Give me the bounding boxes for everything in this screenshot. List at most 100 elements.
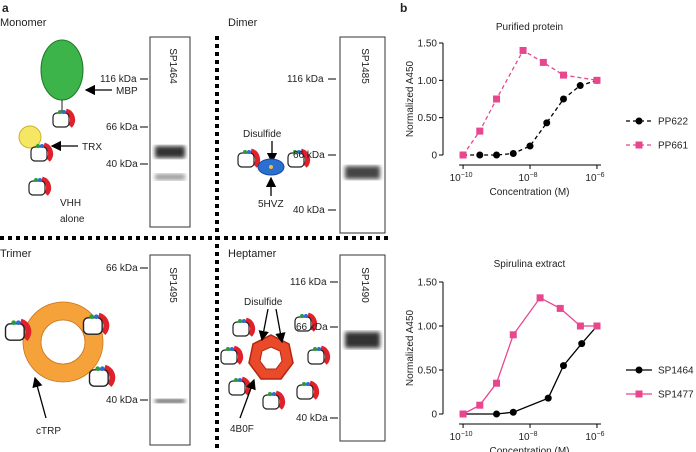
quadrant-title: Dimer xyxy=(228,17,258,29)
arrow xyxy=(239,378,256,419)
lane-label: SP1495 xyxy=(167,267,178,303)
marker xyxy=(539,58,547,66)
dimer-panel: Dimer Disulfide 5HVZ SP1485 116 kDa 66 k… xyxy=(228,17,386,234)
trimer-panel: Trimer cTRP SP1495 66 kDa 40 kDa xyxy=(0,248,191,446)
trx-shape xyxy=(18,125,42,149)
legend-label: PP661 xyxy=(658,141,688,152)
marker xyxy=(544,394,552,402)
vhh-icon xyxy=(297,382,317,399)
label: 4B0F xyxy=(230,424,254,435)
vhh-icon xyxy=(53,110,73,127)
4b0f-pore xyxy=(259,346,283,370)
vhh-icon xyxy=(31,144,51,161)
gel-band xyxy=(345,166,380,179)
label: VHH xyxy=(60,198,81,209)
marker xyxy=(476,401,484,409)
marker-label: 40 kDa xyxy=(106,395,138,406)
tick-exponent: −8 xyxy=(530,431,538,438)
arrow xyxy=(258,308,269,342)
marker xyxy=(493,379,501,387)
marker-label: 40 kDa xyxy=(106,159,138,170)
lane-label: SP1485 xyxy=(359,48,370,84)
vhh-icon xyxy=(238,150,258,167)
marker xyxy=(519,46,527,54)
legend-label: SP1464 xyxy=(658,366,694,377)
legend-label: SP1477 xyxy=(658,390,694,401)
legend-marker xyxy=(635,141,643,149)
vhh-icon xyxy=(84,314,107,334)
panel-label: b xyxy=(400,1,407,15)
gel-lane xyxy=(149,254,191,446)
label: Disulfide xyxy=(244,297,283,308)
marker xyxy=(459,410,467,418)
heptamer-panel: Heptamer Disulfide 4B0F SP1490 116 kDa 6… xyxy=(221,248,386,442)
y-tick-label: 1.00 xyxy=(418,76,438,87)
ctrp-ring xyxy=(23,302,103,382)
marker-label: 116 kDa xyxy=(290,277,327,288)
marker xyxy=(559,362,567,370)
disulfide xyxy=(269,165,273,169)
label: 5HVZ xyxy=(258,199,284,210)
vhh-icon xyxy=(308,347,328,364)
label: TRX xyxy=(82,142,102,153)
marker xyxy=(593,76,601,84)
tick-exponent: −10 xyxy=(461,172,473,179)
ring-edge xyxy=(40,319,86,365)
marker xyxy=(509,150,517,158)
label: MBP xyxy=(116,86,138,97)
tick-base: 10 xyxy=(585,432,597,443)
y-tick-label: 0 xyxy=(431,410,437,421)
quadrant-title: Monomer xyxy=(0,17,47,29)
marker-label: 66 kDa xyxy=(293,150,325,161)
marker xyxy=(559,95,567,103)
gel-band xyxy=(345,332,380,348)
x-tick-label: 10−6 xyxy=(585,431,604,443)
gel-band xyxy=(155,174,185,180)
arrow xyxy=(32,376,47,419)
marker xyxy=(593,322,601,330)
ring-edge xyxy=(22,301,104,383)
marker xyxy=(578,340,586,348)
x-tick-label: 10−6 xyxy=(585,172,604,184)
marker-label: 116 kDa xyxy=(287,74,324,85)
tick-base: 10 xyxy=(585,173,597,184)
gel-band xyxy=(155,146,185,158)
y-tick-label: 0 xyxy=(431,151,437,162)
vhh-icon xyxy=(263,392,283,409)
marker xyxy=(559,71,567,79)
panel-label: a xyxy=(2,1,9,15)
tick-base: 10 xyxy=(518,432,530,443)
vhh-icon xyxy=(229,378,249,395)
marker-label: 40 kDa xyxy=(296,413,328,424)
marker xyxy=(493,410,501,418)
lane-label: SP1464 xyxy=(167,48,178,84)
legend-marker xyxy=(635,390,643,398)
y-tick-label: 0.50 xyxy=(418,366,438,377)
vhh-icon xyxy=(233,319,253,336)
marker-label: 66 kDa xyxy=(296,322,328,333)
legend-marker xyxy=(635,117,643,125)
x-tick-label: 10−10 xyxy=(450,431,473,443)
y-axis-label: Normalized A450 xyxy=(405,60,416,137)
quadrant-title: Heptamer xyxy=(228,248,277,260)
tick-base: 10 xyxy=(450,432,462,443)
quadrant-title: Trimer xyxy=(0,248,32,260)
x-tick-label: 10−10 xyxy=(450,172,473,184)
tick-exponent: −10 xyxy=(461,431,473,438)
marker-label: 66 kDa xyxy=(106,263,138,274)
arrow xyxy=(275,308,286,344)
y-tick-label: 1.00 xyxy=(418,322,438,333)
x-axis-label: Concentration (M) xyxy=(489,187,569,198)
tick-base: 10 xyxy=(450,173,462,184)
marker xyxy=(493,151,501,159)
vhh-icon xyxy=(221,347,241,364)
marker xyxy=(526,142,534,150)
label: cTRP xyxy=(36,426,61,437)
tick-exponent: −6 xyxy=(597,431,605,438)
marker xyxy=(509,331,517,339)
marker xyxy=(576,82,584,90)
gel-lane xyxy=(149,36,191,228)
tick-base: 10 xyxy=(518,173,530,184)
legend-label: PP622 xyxy=(658,117,688,128)
